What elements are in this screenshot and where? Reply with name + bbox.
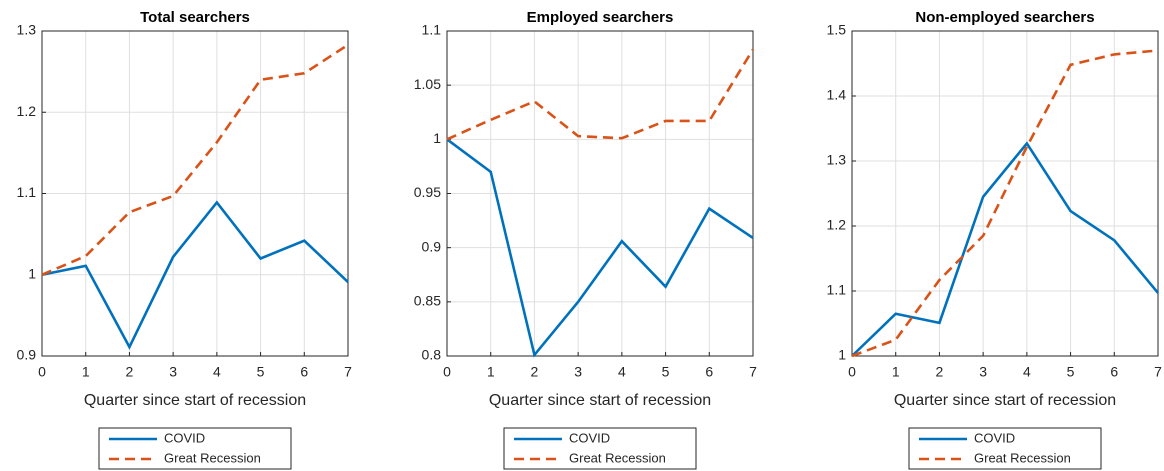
series-line (851, 49, 1159, 358)
x-tick-label: 0 (848, 364, 856, 380)
series-line (41, 200, 349, 350)
y-tick-label: 0.9 (422, 238, 442, 254)
x-tick-label: 2 (531, 364, 539, 380)
y-tick-label: 1.3 (827, 152, 847, 168)
y-tick-label: 1.05 (414, 76, 441, 92)
y-tick-label: 0.95 (414, 184, 441, 200)
chart-title: Non-employed searchers (915, 9, 1094, 26)
legend-label: COVID (569, 430, 610, 445)
x-tick-label: 0 (38, 364, 46, 380)
x-tick-label: 6 (1110, 364, 1118, 380)
series-line (41, 43, 349, 276)
x-tick-label: 2 (126, 364, 134, 380)
legend-label: Great Recession (164, 450, 261, 465)
series-line (446, 48, 755, 141)
series-line (446, 138, 754, 358)
x-tick-label: 4 (1023, 364, 1031, 380)
y-tick-label: 1.1 (827, 282, 847, 298)
y-tick-label: 0.8 (422, 347, 442, 363)
y-tick-label: 1.4 (827, 87, 847, 103)
y-tick-label: 0.85 (414, 293, 441, 309)
x-tick-label: 1 (82, 364, 90, 380)
x-axis-label: Quarter since start of recession (894, 392, 1116, 409)
legend-label: Great Recession (569, 450, 666, 465)
x-axis-label: Quarter since start of recession (489, 392, 711, 409)
x-tick-label: 3 (169, 364, 177, 380)
x-tick-label: 7 (1154, 364, 1162, 380)
x-tick-label: 2 (936, 364, 944, 380)
x-tick-label: 4 (213, 364, 221, 380)
plot-frame (851, 30, 1159, 357)
y-tick-label: 1 (838, 347, 846, 363)
x-tick-label: 6 (705, 364, 713, 380)
y-tick-label: 0.9 (17, 347, 37, 363)
x-tick-label: 0 (443, 364, 451, 380)
y-tick-label: 1 (433, 130, 441, 146)
chart-title: Total searchers (140, 9, 250, 26)
y-tick-label: 1.2 (17, 103, 37, 119)
series-line (851, 141, 1160, 357)
plot-frame (446, 30, 754, 357)
plot-frame (41, 30, 349, 357)
legend-label: COVID (974, 430, 1015, 445)
y-tick-label: 1.1 (422, 22, 442, 38)
x-axis-label: Quarter since start of recession (84, 392, 306, 409)
legend-label: Great Recession (974, 450, 1071, 465)
x-tick-label: 4 (618, 364, 626, 380)
y-tick-label: 1.2 (827, 217, 847, 233)
legend-box (908, 427, 1102, 470)
legend-box (503, 427, 697, 470)
x-tick-label: 5 (1067, 364, 1075, 380)
y-tick-label: 1 (28, 265, 36, 281)
chart-title: Employed searchers (527, 9, 674, 26)
y-tick-label: 1.3 (17, 22, 37, 38)
x-tick-label: 1 (892, 364, 900, 380)
x-tick-label: 5 (257, 364, 265, 380)
x-tick-label: 1 (487, 364, 495, 380)
legend-label: COVID (164, 430, 205, 445)
x-tick-label: 7 (749, 364, 757, 380)
x-tick-label: 5 (662, 364, 670, 380)
y-tick-label: 1.1 (17, 184, 37, 200)
x-tick-label: 3 (574, 364, 582, 380)
legend-box (98, 427, 292, 470)
y-tick-label: 1.5 (827, 22, 847, 38)
x-tick-label: 6 (300, 364, 308, 380)
x-tick-label: 3 (979, 364, 987, 380)
x-tick-label: 7 (344, 364, 352, 380)
